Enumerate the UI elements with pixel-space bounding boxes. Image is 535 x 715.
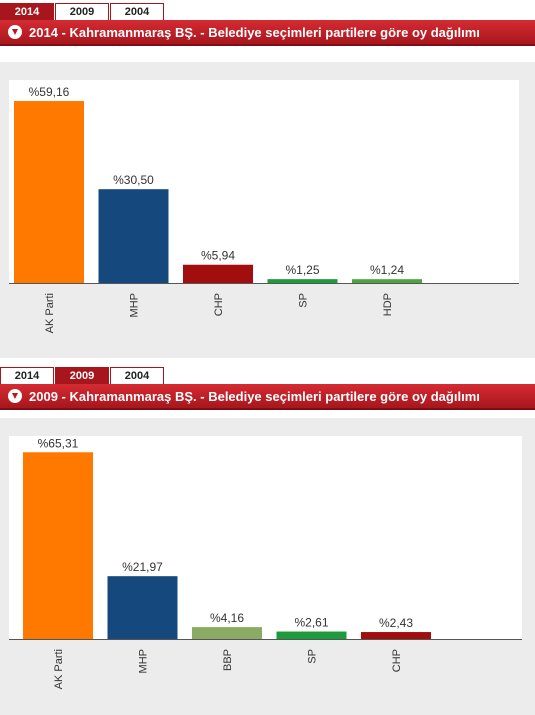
panel-title: 2014 - Kahramanmaraş BŞ. - Belediye seçi…: [29, 24, 480, 40]
bar[interactable]: [352, 279, 422, 283]
category-tick-label: MHP: [129, 293, 141, 317]
bar[interactable]: [276, 631, 347, 639]
election-panel-2009: 2014 2009 2004 2009 - Kahramanmaraş BŞ. …: [0, 364, 535, 715]
data-label: %2,43: [379, 616, 413, 630]
category-tick-label: SP: [298, 293, 310, 308]
bar-group[interactable]: %30,50: [98, 173, 169, 283]
down-arrow-icon[interactable]: [8, 25, 22, 39]
data-label: %2,61: [294, 616, 328, 630]
bar-group[interactable]: %2,43: [361, 616, 431, 639]
tab-2004[interactable]: 2004: [110, 3, 164, 20]
bar-group[interactable]: %21,97: [107, 560, 178, 639]
bar[interactable]: [23, 452, 93, 639]
bar-group[interactable]: %2,61: [276, 616, 347, 639]
bar[interactable]: [98, 189, 169, 283]
bar[interactable]: [361, 632, 431, 639]
bar-group[interactable]: %5,94: [183, 249, 253, 283]
tab-2004[interactable]: 2004: [110, 367, 164, 384]
chart-area: %65,31 AK Parti %21,97 MHP %4,16 BBP %2,61 SP %2…: [0, 418, 535, 715]
tab-2014[interactable]: 2014: [0, 3, 54, 20]
bar-group[interactable]: %59,16: [14, 85, 84, 283]
bar-group[interactable]: %1,24: [352, 263, 422, 283]
bar-group[interactable]: %1,25: [267, 263, 338, 283]
bar-group[interactable]: %4,16: [192, 611, 262, 639]
data-label: %59,16: [29, 85, 70, 99]
data-label: %1,24: [370, 263, 404, 277]
bar[interactable]: [14, 101, 84, 283]
chart-area: %59,16 AK Parti %30,50 MHP %5,94 CHP %1,25 SP %1…: [0, 62, 535, 358]
bar[interactable]: [192, 627, 262, 639]
category-tick-label: AK Parti: [53, 649, 65, 689]
data-label: %5,94: [201, 249, 235, 263]
bar[interactable]: [107, 576, 178, 639]
panel-title-bar: 2014 - Kahramanmaraş BŞ. - Belediye seçi…: [0, 20, 535, 46]
data-label: %1,25: [285, 263, 319, 277]
down-arrow-icon[interactable]: [8, 389, 22, 403]
election-panel-2014: 2014 2009 2004 2014 - Kahramanmaraş BŞ. …: [0, 0, 535, 358]
bar-chart-2014: %59,16 AK Parti %30,50 MHP %5,94 CHP %1,25 SP %1…: [9, 80, 519, 333]
category-tick-label: SP: [307, 649, 319, 664]
data-label: %21,97: [122, 560, 163, 574]
plot-background: [9, 436, 522, 639]
panel-title-bar: 2009 - Kahramanmaraş BŞ. - Belediye seçi…: [0, 384, 535, 410]
data-label: %65,31: [38, 436, 79, 450]
plot-background: [9, 80, 519, 283]
category-tick-label: MHP: [138, 649, 150, 673]
tab-2009[interactable]: 2009: [55, 367, 109, 384]
data-label: %4,16: [210, 611, 244, 625]
year-tabs: 2014 2009 2004: [0, 0, 165, 20]
category-tick-label: CHP: [391, 649, 403, 672]
tab-2014[interactable]: 2014: [0, 367, 54, 384]
bar[interactable]: [267, 279, 338, 283]
category-tick-label: AK Parti: [44, 293, 56, 333]
category-tick-label: CHP: [213, 293, 225, 316]
bar-chart-2009: %65,31 AK Parti %21,97 MHP %4,16 BBP %2,61 SP %2…: [9, 436, 522, 689]
tab-2009[interactable]: 2009: [55, 3, 109, 20]
bar[interactable]: [183, 264, 253, 283]
year-tabs: 2014 2009 2004: [0, 364, 165, 384]
panel-title: 2009 - Kahramanmaraş BŞ. - Belediye seçi…: [29, 388, 480, 404]
data-label: %30,50: [113, 173, 154, 187]
category-tick-label: HDP: [382, 293, 394, 316]
category-tick-label: BBP: [222, 649, 234, 671]
bar-group[interactable]: %65,31: [23, 436, 93, 639]
